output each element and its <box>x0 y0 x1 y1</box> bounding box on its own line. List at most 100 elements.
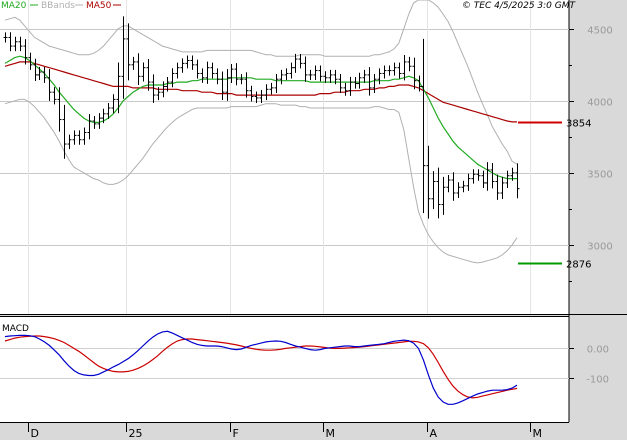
price-bar <box>269 82 274 95</box>
price-y-tick-labels: 3000 3500 4000 4500 <box>587 26 612 253</box>
price-bar <box>52 87 57 105</box>
legend-ma50: MA50 <box>86 1 112 11</box>
price-bar <box>353 77 358 89</box>
price-bar <box>106 102 111 119</box>
price-bar <box>175 62 180 79</box>
price-bar <box>101 108 106 124</box>
price-bar <box>82 127 87 145</box>
price-bar <box>412 57 417 90</box>
macd-series <box>4 330 518 405</box>
x-tick-label: D <box>31 427 39 440</box>
price-bar <box>402 55 407 81</box>
price-y-tick-label: 3500 <box>587 170 612 181</box>
price-bar <box>446 175 451 193</box>
price-bar <box>461 180 466 193</box>
legend: MA20 BBands MA50 <box>1 1 121 11</box>
price-bar <box>13 36 18 52</box>
macd-y-tick-label: 0.00 <box>587 345 609 356</box>
price-bar <box>274 74 279 94</box>
price-y-tick-label: 4000 <box>587 98 612 109</box>
price-bar <box>220 71 225 100</box>
price-bar <box>451 172 456 201</box>
price-plot-area <box>0 0 569 314</box>
price-bars <box>3 16 520 219</box>
price-bar <box>57 87 62 132</box>
price-bar <box>377 68 382 85</box>
price-bar <box>471 169 476 184</box>
price-bar <box>362 69 367 83</box>
price-bar <box>215 68 220 85</box>
price-bar <box>156 87 161 101</box>
price-bar <box>239 74 244 85</box>
price-bar <box>348 76 353 96</box>
price-y-tick-label: 3000 <box>587 242 612 253</box>
price-bar <box>3 32 8 43</box>
price-bar <box>284 68 289 80</box>
price-bar <box>185 55 190 69</box>
price-bar <box>318 65 323 82</box>
price-bar <box>116 62 121 114</box>
level-markers: 3854 2876 <box>518 119 591 271</box>
price-bar <box>111 94 116 114</box>
price-bar <box>500 176 505 200</box>
price-bar <box>264 84 269 101</box>
price-bar <box>121 16 126 99</box>
price-bar <box>136 53 141 85</box>
price-bar <box>313 65 318 80</box>
price-bar <box>234 63 239 86</box>
price-bar <box>151 74 156 103</box>
price-bar <box>328 69 333 83</box>
price-bar <box>161 81 166 98</box>
price-bar <box>333 69 338 85</box>
x-tick-label: F <box>233 427 239 440</box>
price-bar <box>490 163 495 189</box>
price-bar <box>407 56 412 72</box>
price-bar <box>180 58 185 73</box>
price-bar <box>195 59 200 79</box>
price-bar <box>249 85 254 102</box>
price-bar <box>372 74 377 94</box>
price-bar <box>495 174 500 200</box>
price-bar <box>77 130 82 145</box>
price-bar <box>225 69 230 101</box>
price-bar <box>289 62 294 79</box>
bband-lower-line <box>4 98 518 264</box>
price-bar <box>323 71 328 83</box>
price-bar <box>436 167 441 219</box>
price-bar <box>426 145 431 219</box>
price-bar <box>259 90 264 103</box>
price-bar <box>485 162 490 191</box>
price-bar <box>141 62 146 82</box>
price-bar <box>481 170 486 188</box>
price-bar <box>87 114 92 140</box>
price-bar <box>338 74 343 94</box>
price-bar <box>47 69 52 101</box>
macd-y-tick-labels: 0.00 -100 <box>586 345 609 386</box>
price-bar <box>62 104 67 159</box>
price-bar <box>131 56 136 70</box>
price-bar <box>126 23 131 81</box>
price-bar <box>441 176 446 215</box>
price-bar <box>367 67 372 96</box>
x-tick-label: A <box>430 427 438 440</box>
price-bar <box>37 66 42 80</box>
price-bar <box>279 69 284 85</box>
x-tick-labels: D 25 F M A M <box>28 0 543 440</box>
price-bar <box>397 62 402 79</box>
x-tick-label: M <box>533 427 543 440</box>
price-gridlines <box>0 29 574 282</box>
price-bar <box>298 54 303 69</box>
price-bar <box>392 62 397 76</box>
source-label: © TEC 4/5/2025 3:0 GMT <box>462 1 577 11</box>
price-bar <box>229 63 234 83</box>
price-bar <box>510 167 515 181</box>
price-bar <box>190 55 195 70</box>
price-bar <box>97 113 102 129</box>
price-bar <box>205 61 210 84</box>
price-bar <box>293 53 298 73</box>
price-bar <box>33 58 38 81</box>
price-bar <box>357 72 362 89</box>
x-tick-label: 25 <box>129 427 143 440</box>
price-bar <box>165 77 170 92</box>
